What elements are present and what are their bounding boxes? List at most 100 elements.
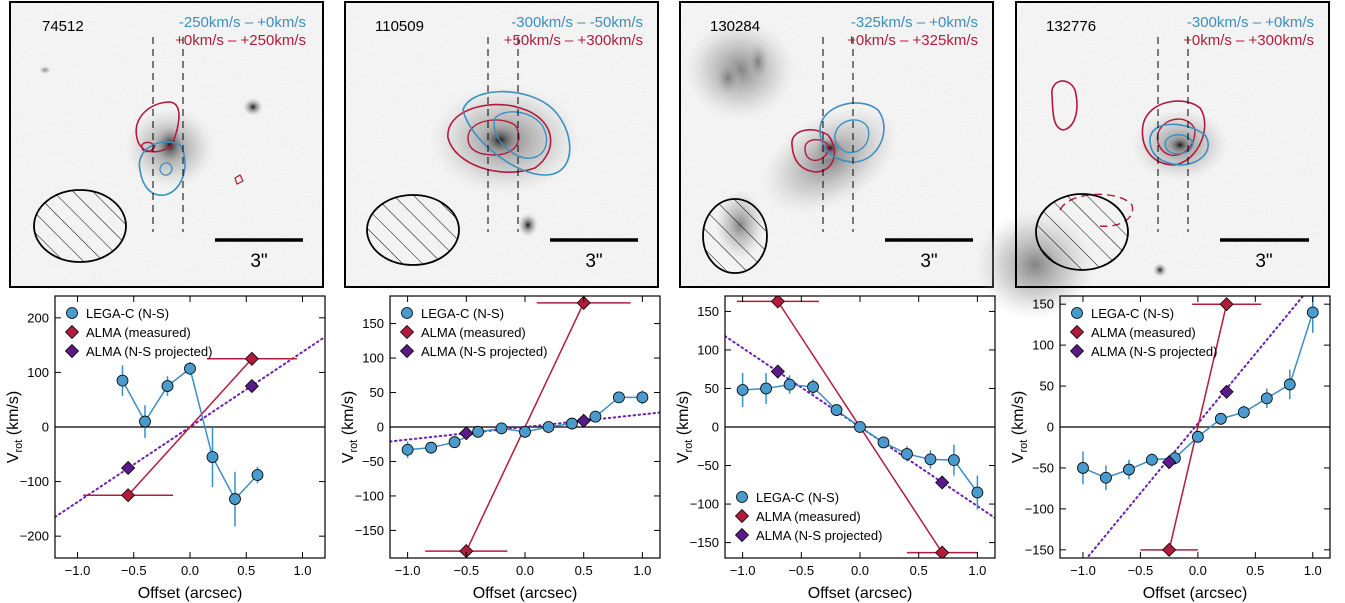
velocity-range-red: +0km/s – +300km/s (1183, 32, 1314, 49)
legend-label: ALMA (measured) (756, 509, 861, 524)
plot-area (725, 296, 995, 558)
y-axis-label: Vrot (km/s) (1010, 391, 1030, 463)
galaxy-id: 132776 (1046, 18, 1096, 35)
y-tick-label: −150 (690, 535, 719, 550)
projected-fit-line (725, 335, 995, 519)
y-tick-label: 50 (705, 381, 719, 396)
plot-area (1060, 296, 1330, 558)
lega-c-point (736, 384, 749, 396)
lega-c-point (448, 436, 461, 449)
legend-marker-alma-projected (1069, 343, 1085, 359)
lega-c-point (425, 441, 437, 454)
legend-label: ALMA (measured) (86, 325, 191, 340)
lega-c-point (924, 453, 937, 466)
y-tick-label: 150 (697, 304, 719, 319)
alma-measured-line (1168, 304, 1228, 550)
alma-measured-line (127, 358, 253, 496)
legend-label: LEGA-C (N-S) (756, 490, 839, 505)
y-tick-label: −100 (355, 488, 384, 503)
alma-projected-point (770, 364, 785, 379)
alma-projected-point (244, 378, 259, 394)
legend-label: ALMA (N-S projected) (1091, 344, 1217, 359)
blue-contour-inner (834, 119, 870, 154)
legend-marker-alma-measured (64, 324, 80, 340)
image-frame (1015, 1, 1330, 288)
legend-marker-alma-measured (1069, 324, 1085, 340)
lega-c-point (139, 415, 151, 428)
x-tick-label: 0.0 (1189, 563, 1207, 578)
legend: LEGA-C (N-S) ALMA (measured) ALMA (N-S pro… (1069, 306, 1217, 359)
galaxy-id: 110509 (375, 18, 424, 35)
lega-c-point (636, 391, 649, 404)
red-contour (791, 129, 836, 173)
x-tick-label: 1.0 (633, 563, 651, 578)
plot-panel-2: −1.0 −0.5 0.0 0.5 1.0 −150 −100 −50 0 50 100 150 Off… (340, 295, 661, 602)
neighbor-source (243, 98, 263, 116)
plot-area (55, 335, 325, 527)
lega-c-line (407, 396, 643, 451)
alma-measured-point (935, 545, 950, 558)
x-tick-label: −1.0 (65, 563, 91, 578)
velocity-range-blue: -325km/s – +0km/s (851, 14, 978, 31)
lega-c-point (783, 378, 796, 391)
lega-c-point (1191, 430, 1204, 443)
x-tick-label: 0.0 (851, 563, 869, 578)
red-contour-isolated (1051, 80, 1078, 131)
lega-c-point (854, 421, 866, 433)
blue-contour (462, 90, 571, 176)
legend: LEGA-C (N-S) ALMA (measured) ALMA (N-S pro… (399, 306, 547, 359)
legend-marker-alma-measured (399, 324, 415, 340)
legend-marker-lega-c (66, 307, 78, 319)
y-tick-label: −50 (1032, 460, 1054, 475)
y-tick-label: −50 (362, 454, 384, 469)
y-axis-label: Vrot (km/s) (675, 391, 695, 463)
y-tick-label: −100 (1025, 501, 1054, 516)
beam-ellipse (33, 189, 127, 263)
velocity-range-red: +0km/s – +250km/s (175, 32, 306, 49)
x-tick-label: −1.0 (1070, 563, 1096, 578)
y-tick-label: −50 (697, 458, 719, 473)
lega-c-point (1146, 453, 1158, 466)
lega-c-point (229, 493, 241, 505)
alma-projected-point (576, 413, 591, 428)
x-tick-label: 1.0 (968, 563, 986, 578)
legend-marker-alma-projected (734, 527, 750, 543)
alma-projected-point (121, 460, 136, 476)
y-tick-label: 100 (27, 365, 49, 380)
x-tick-label: 0.0 (516, 563, 534, 578)
image-panel-2: 3" 110509 -300km/s – -50km/s +50km/s – +… (344, 1, 659, 288)
x-tick-label: 0.5 (237, 563, 255, 578)
lega-c-point (830, 404, 843, 416)
alma-measured-point (121, 488, 136, 503)
lega-c-point (807, 381, 819, 393)
y-tick-label: 100 (1032, 338, 1054, 353)
legend-marker-alma-projected (64, 343, 80, 359)
lega-c-point (206, 451, 219, 463)
x-tick-label: −1.0 (395, 563, 421, 578)
legend-label: LEGA-C (N-S) (86, 306, 169, 321)
x-tick-label: 1.0 (1304, 563, 1322, 578)
red-contour (447, 103, 552, 173)
alma-measured-point (576, 296, 591, 310)
legend-label: ALMA (N-S projected) (86, 344, 212, 359)
plot-panel-3: −1.0 −0.5 0.0 0.5 1.0 −150 −100 −50 0 50 100 150 Off… (675, 295, 996, 602)
x-tick-label: −0.5 (453, 563, 479, 578)
red-contour-inner (1156, 118, 1196, 157)
image-panel-3: 3" 130284 -325km/s – +0km/s +0km/s – +32… (679, 1, 994, 288)
legend-label: LEGA-C (N-S) (421, 306, 504, 321)
lega-c-point (613, 391, 625, 404)
lega-c-point (251, 469, 264, 481)
lega-c-point (948, 454, 960, 467)
alma-projected-point (459, 426, 474, 441)
blue-contour (138, 141, 186, 196)
lega-c-point (1283, 378, 1296, 391)
alma-projected-point (1219, 384, 1234, 399)
x-tick-label: −0.5 (1128, 563, 1154, 578)
beam-ellipse (366, 194, 460, 266)
alma-measured-point (1219, 297, 1234, 312)
image-frame (679, 1, 994, 288)
legend-label: LEGA-C (N-S) (1091, 306, 1174, 321)
y-tick-label: 0 (377, 420, 384, 435)
y-tick-label: 100 (697, 342, 719, 357)
